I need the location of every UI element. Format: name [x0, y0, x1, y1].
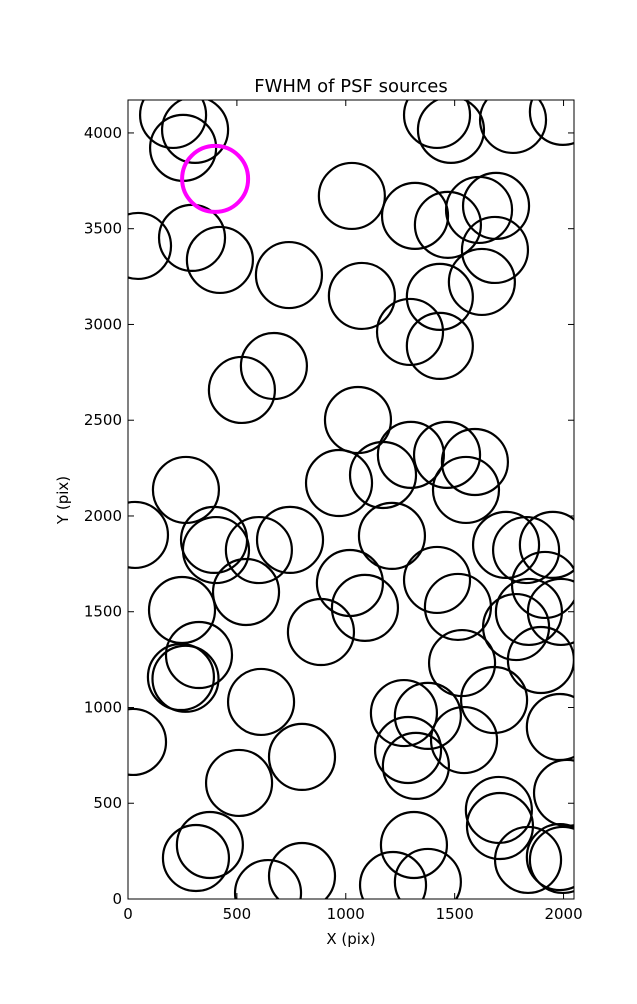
source-circle [510, 550, 574, 620]
source-circle [128, 211, 173, 281]
source-circle [518, 510, 574, 579]
source-circle [151, 644, 220, 713]
source-circle [164, 620, 234, 690]
plot-frame [127, 99, 575, 900]
source-circle [358, 850, 428, 899]
source-circle [459, 665, 529, 735]
source-circle [146, 642, 216, 712]
source-circle [478, 100, 548, 155]
source-circle [357, 501, 427, 570]
source-circle [373, 715, 443, 785]
source-circle [369, 678, 439, 748]
source-circle [180, 143, 251, 214]
source-circle [207, 355, 276, 425]
source-circle [211, 557, 281, 627]
source-circle [528, 100, 574, 146]
source-circle [461, 171, 531, 241]
y-tick-label: 2000 [84, 507, 122, 525]
source-circle [255, 505, 325, 575]
source-circle [304, 448, 374, 518]
source-circle [493, 825, 563, 895]
x-tick-label: 1500 [436, 905, 474, 923]
source-circle [494, 577, 564, 647]
source-circle [128, 500, 170, 570]
y-tick-label: 0 [112, 890, 122, 908]
source-circle [405, 262, 474, 331]
source-circle [376, 420, 445, 489]
y-tick-label: 500 [93, 794, 122, 812]
source-circle [440, 427, 510, 497]
source-circle [204, 748, 274, 818]
source-circle [491, 515, 561, 585]
source-circle [393, 847, 462, 899]
source-circle [471, 510, 541, 579]
x-tick-label: 500 [223, 905, 252, 923]
source-circle [181, 515, 251, 585]
source-circle [413, 190, 483, 259]
source-circle [348, 440, 418, 510]
source-circle [185, 225, 255, 295]
source-circle [460, 215, 530, 285]
source-circle [286, 597, 356, 667]
y-tick-label: 2500 [84, 411, 122, 429]
source-circle [465, 791, 535, 861]
x-tick-label: 0 [123, 905, 133, 923]
y-tick-label: 1000 [84, 698, 122, 716]
y-axis-label: Y (pix) [54, 476, 72, 525]
source-circle [375, 297, 445, 367]
source-circle [525, 822, 574, 892]
source-circle [447, 247, 516, 317]
source-circle [267, 841, 337, 899]
source-circle [233, 858, 303, 899]
source-circle [402, 545, 472, 615]
source-circle [381, 731, 450, 800]
y-tick-label: 3000 [84, 315, 122, 333]
source-circle [160, 100, 230, 164]
y-tick-label: 4000 [84, 124, 122, 142]
source-circle [380, 181, 450, 250]
x-axis-label: X (pix) [326, 930, 375, 948]
source-circle [379, 810, 449, 880]
source-circle [402, 100, 472, 150]
plot-area [128, 100, 574, 899]
x-tick-label: 1000 [327, 905, 365, 923]
source-circle [161, 823, 231, 893]
source-circle [429, 705, 499, 775]
source-circle [330, 573, 400, 642]
y-tick-label: 3500 [84, 220, 122, 238]
source-circle [412, 420, 482, 489]
source-circle [254, 240, 324, 310]
source-circle [393, 681, 462, 751]
source-circle [528, 825, 574, 895]
source-circle [175, 810, 244, 880]
y-tick-label: 1500 [84, 603, 122, 621]
source-circle [224, 515, 293, 585]
source-circle [431, 455, 501, 525]
source-circle [128, 707, 168, 777]
chart-title: FWHM of PSF sources [254, 76, 448, 97]
source-circle [267, 722, 337, 791]
x-tick-label: 2000 [544, 905, 582, 923]
source-circle [327, 261, 396, 331]
source-circle [317, 161, 386, 231]
source-circle [405, 311, 474, 381]
source-circle [138, 100, 208, 150]
source-circle [416, 100, 486, 164]
source-circle [526, 577, 574, 647]
source-circle [226, 667, 296, 737]
